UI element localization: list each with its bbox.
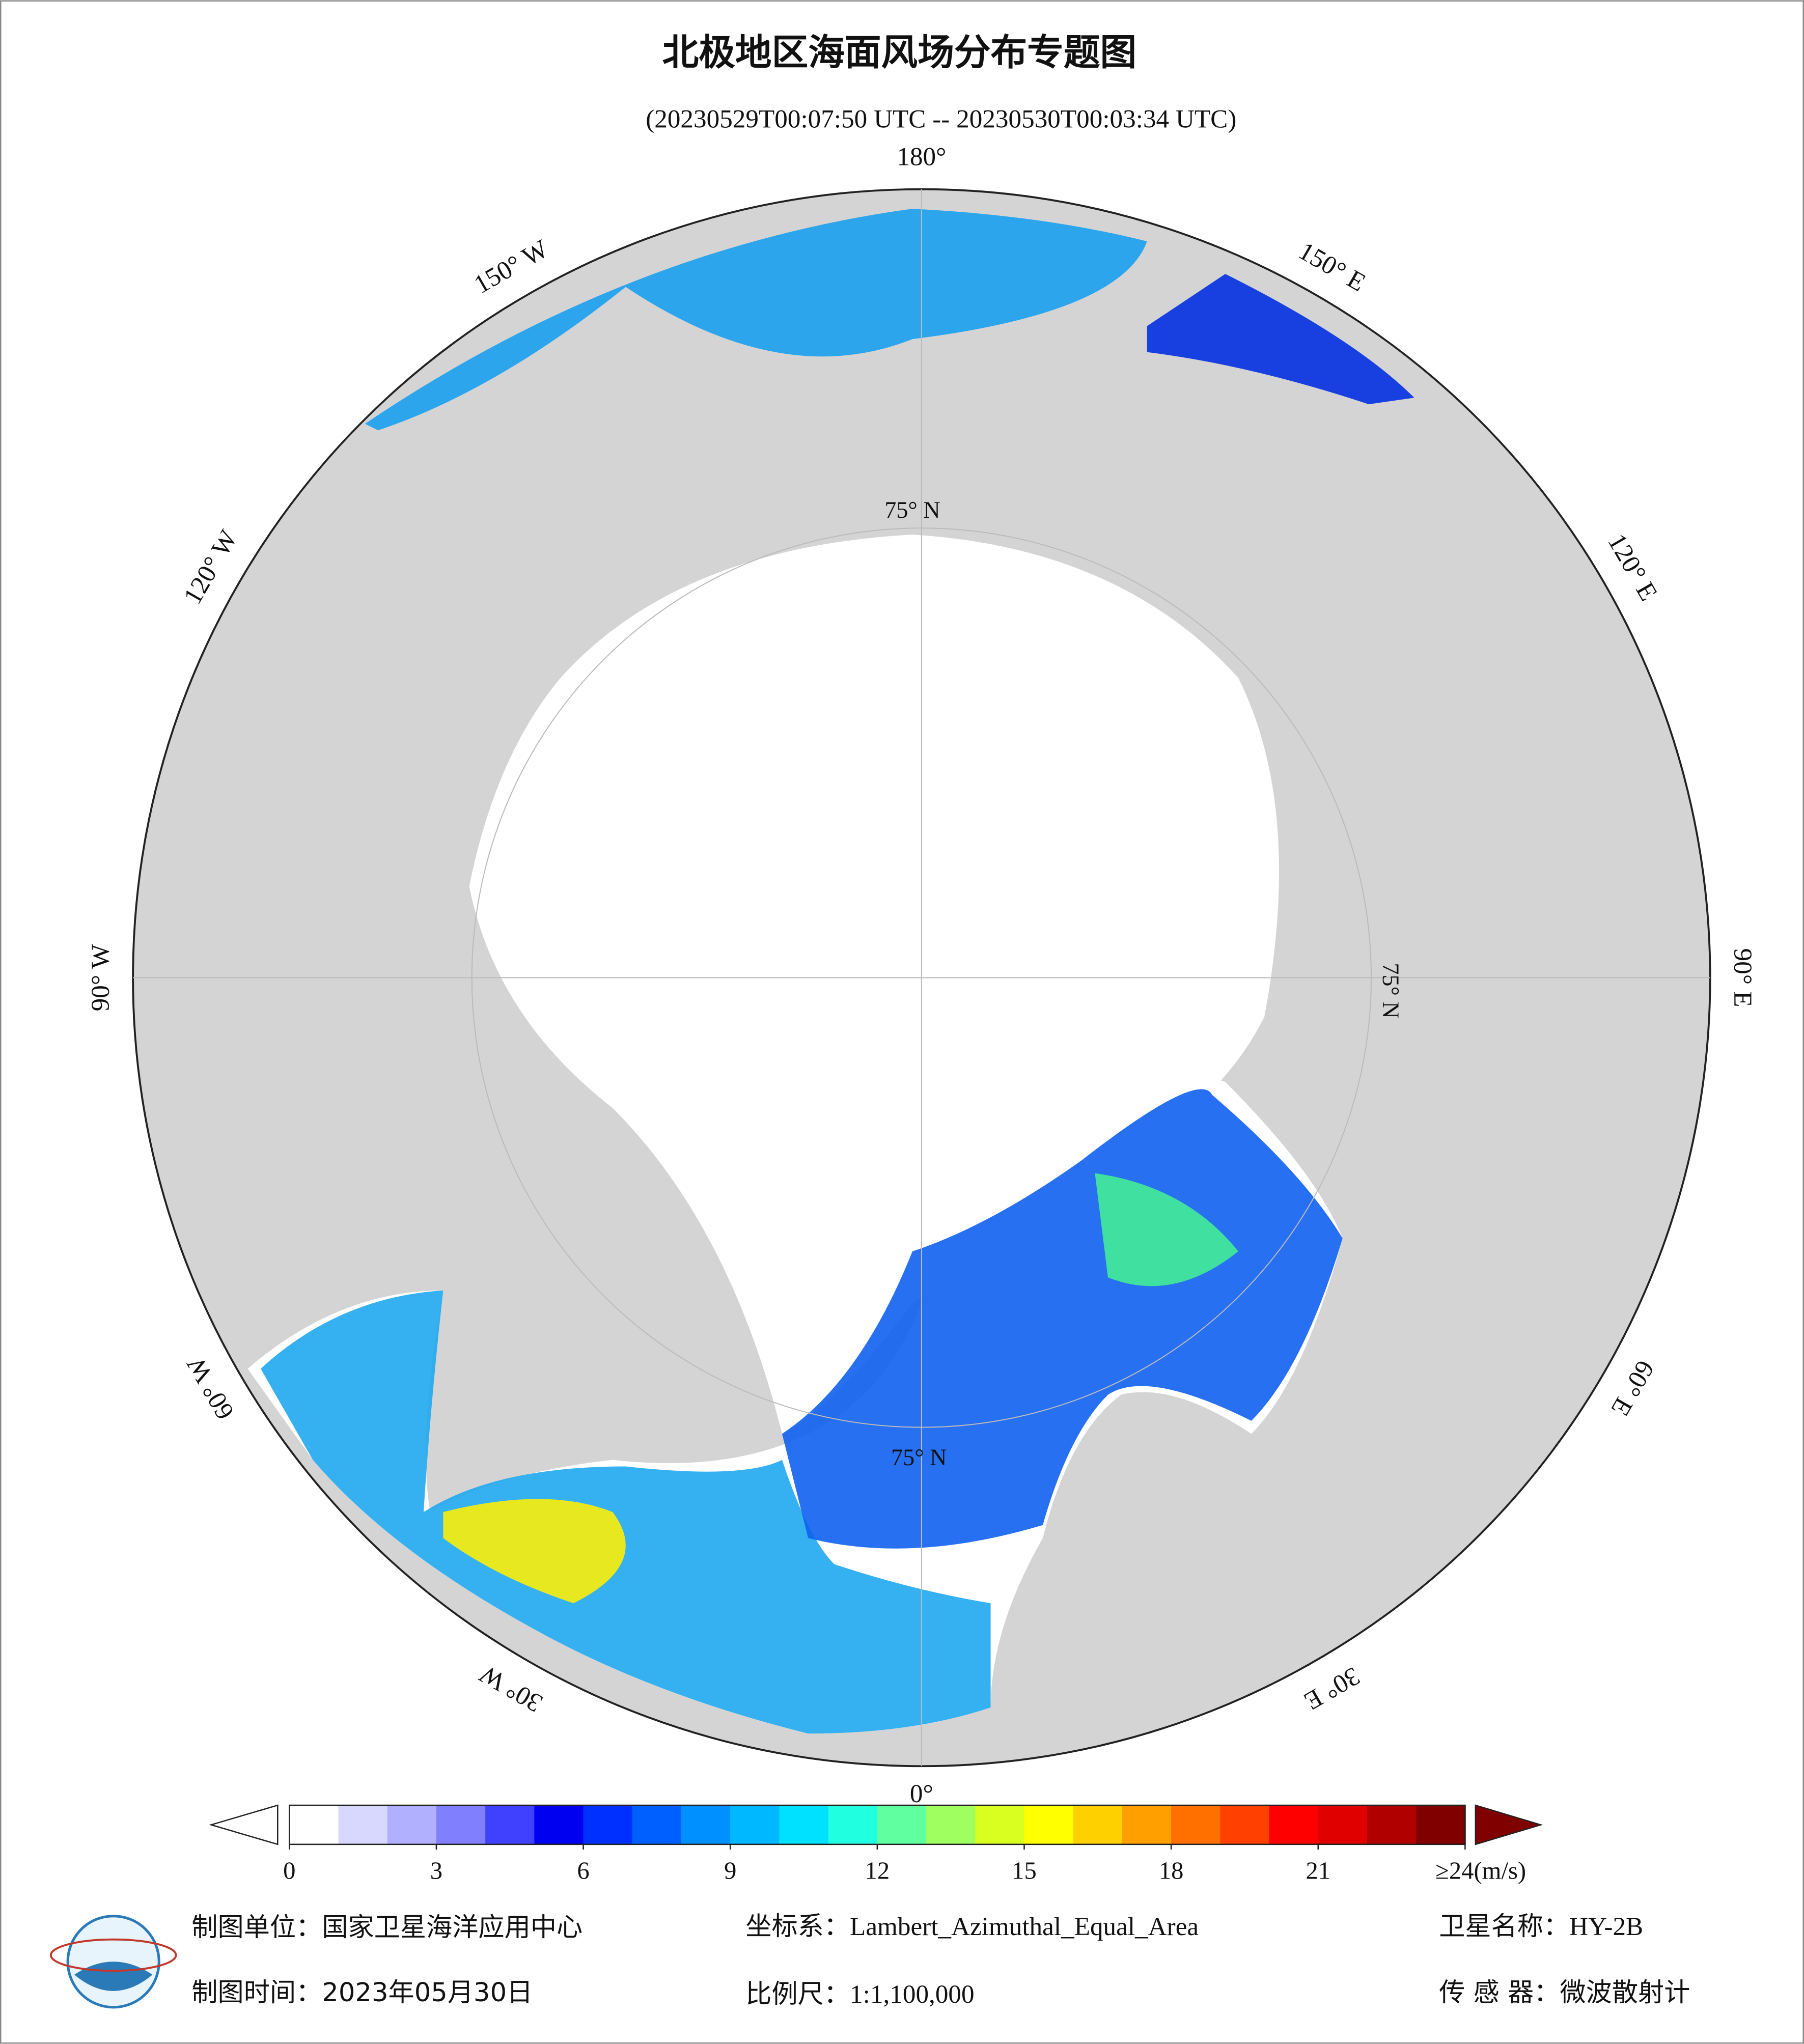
colorbar-cell <box>681 1805 731 1844</box>
colorbar-tick-label: 9 <box>724 1857 736 1884</box>
colorbar-cell <box>338 1805 388 1844</box>
wind-field <box>1147 274 1414 405</box>
colorbar-cell <box>1122 1805 1172 1844</box>
colorbar-cell <box>289 1805 339 1844</box>
lat-label: 75° N <box>884 497 940 523</box>
colorbar-cell <box>632 1805 682 1844</box>
colorbar-tick-label: 21 <box>1306 1857 1330 1884</box>
colorbar-cell <box>975 1805 1025 1844</box>
colorbar-cell <box>1171 1805 1221 1844</box>
title: 北极地区海面风场分布专题图 <box>662 31 1137 74</box>
footer-sensor: 传 感 器：微波散射计 <box>1439 1977 1690 2008</box>
wind-field <box>1095 1173 1238 1286</box>
subtitle: (20230529T00:07:50 UTC -- 20230530T00:03… <box>646 104 1236 133</box>
colorbar-cell <box>1073 1805 1123 1844</box>
lon-label: 90° E <box>1728 948 1757 1007</box>
wind-field <box>365 209 1147 431</box>
colorbar-tick-label: ≥24(m/s) <box>1435 1857 1526 1884</box>
colorbar-cell <box>1416 1805 1466 1844</box>
colorbar-cell <box>1220 1805 1270 1844</box>
lon-label: 0° <box>910 1779 933 1808</box>
colorbar-under <box>209 1804 279 1845</box>
logo <box>49 1915 177 2009</box>
footer-date: 制图时间：2023年05月30日 <box>191 1977 533 2008</box>
colorbar-tick-label: 12 <box>865 1857 890 1884</box>
colorbar: 0 3 6 9 12 15 18 21 ≥24(m/s) <box>209 1804 1543 1884</box>
colorbar-tick-label: 18 <box>1159 1857 1184 1884</box>
colorbar-cell <box>1367 1805 1417 1844</box>
colorbar-cell <box>877 1805 927 1844</box>
colorbar-cell <box>1024 1805 1074 1844</box>
colorbar-cell <box>485 1805 535 1844</box>
lon-label: 180° <box>897 143 946 172</box>
wind-field <box>443 1499 626 1604</box>
lon-label: 90° W <box>86 944 115 1012</box>
wind-field <box>260 1290 991 1734</box>
footer-satellite: 卫星名称：HY-2B <box>1439 1912 1643 1941</box>
colorbar-cell <box>436 1805 486 1844</box>
colorbar-cell <box>534 1805 584 1844</box>
wind-field <box>782 1089 1343 1549</box>
colorbar-cell <box>779 1805 829 1844</box>
colorbar-cell <box>730 1805 780 1844</box>
colorbar-tick-label: 0 <box>283 1857 295 1884</box>
lat-label: 75° N <box>891 1444 947 1470</box>
colorbar-tick-label: 3 <box>430 1857 442 1884</box>
footer-unit: 制图单位：国家卫星海洋应用中心 <box>191 1912 582 1943</box>
graticule <box>133 189 1710 1767</box>
colorbar-cell <box>1269 1805 1319 1844</box>
arctic-ocean <box>469 535 1279 1434</box>
footer-scale: 比例尺：1:1,100,000 <box>745 1980 974 2009</box>
footer: 制图单位：国家卫星海洋应用中心 坐标系：Lambert_Azimuthal_Eq… <box>191 1912 1690 2009</box>
colorbar-tick-label: 6 <box>577 1857 589 1884</box>
colorbar-tick-label: 15 <box>1012 1857 1037 1884</box>
colorbar-cell <box>926 1805 976 1844</box>
footer-crs: 坐标系：Lambert_Azimuthal_Equal_Area <box>745 1912 1199 1941</box>
colorbar-cell <box>828 1805 878 1844</box>
lat-label: 75° N <box>1378 963 1404 1018</box>
colorbar-over <box>1475 1804 1543 1845</box>
colorbar-cell <box>583 1805 633 1844</box>
colorbar-cell <box>387 1805 437 1844</box>
colorbar-cell <box>1318 1805 1368 1844</box>
